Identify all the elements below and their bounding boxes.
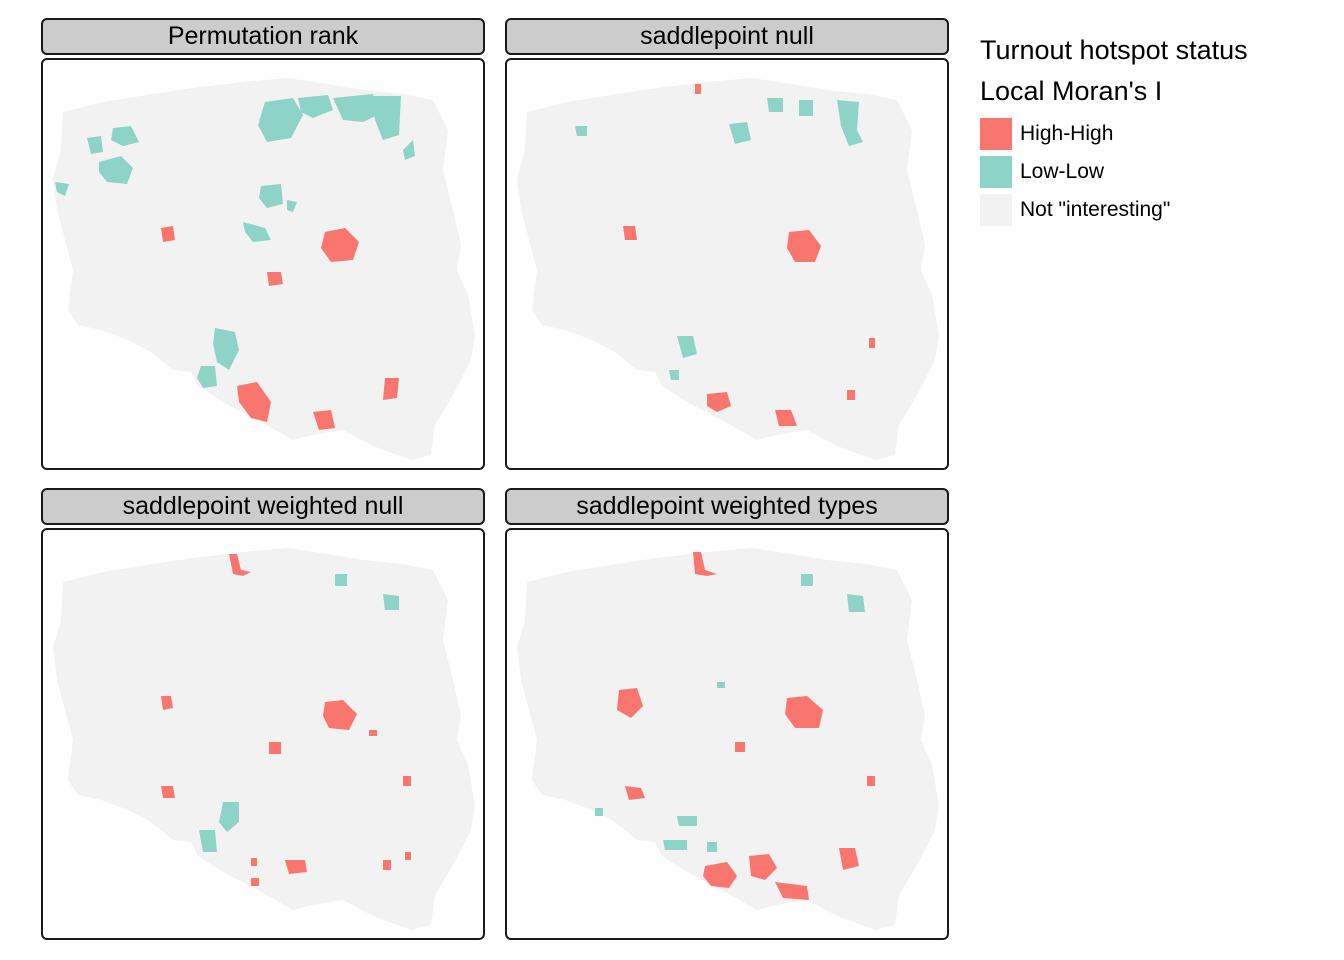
high-high-region bbox=[775, 410, 797, 426]
poland-map bbox=[53, 78, 475, 460]
high-high-region bbox=[707, 392, 731, 412]
legend-key-not-interesting bbox=[980, 194, 1012, 226]
low-low-region bbox=[837, 100, 863, 146]
low-low-region bbox=[199, 830, 217, 852]
high-high-region bbox=[269, 742, 281, 754]
legend: Turnout hotspot status Local Moran's I H… bbox=[980, 34, 1248, 229]
low-low-region bbox=[717, 682, 725, 688]
map-area bbox=[41, 528, 485, 940]
low-low-region bbox=[287, 200, 297, 212]
low-low-region bbox=[333, 94, 378, 122]
high-high-region bbox=[749, 854, 777, 880]
high-high-region bbox=[703, 862, 737, 888]
facet-strip-title: saddlepoint weighted null bbox=[41, 488, 485, 525]
high-high-region bbox=[869, 338, 875, 348]
low-low-region bbox=[575, 126, 587, 136]
facet-strip-title: saddlepoint weighted types bbox=[505, 488, 949, 525]
high-high-region bbox=[405, 852, 411, 860]
low-low-region bbox=[373, 96, 401, 140]
high-high-region bbox=[161, 696, 173, 710]
poland-map bbox=[517, 548, 939, 930]
low-low-region bbox=[243, 222, 271, 242]
poland-outline bbox=[517, 78, 939, 460]
low-low-region bbox=[258, 98, 303, 142]
legend-label: Not "interesting" bbox=[1020, 198, 1171, 221]
high-high-region bbox=[787, 230, 821, 262]
high-high-region bbox=[383, 378, 399, 400]
legend-item-not-interesting: Not "interesting" bbox=[980, 191, 1248, 229]
legend-label: Low-Low bbox=[1020, 160, 1105, 183]
facet-strip-title: Permutation rank bbox=[41, 18, 485, 55]
low-low-region bbox=[677, 816, 697, 826]
high-high-region bbox=[617, 688, 643, 718]
high-high-region bbox=[775, 882, 809, 900]
low-low-region bbox=[663, 840, 687, 850]
high-high-region bbox=[229, 554, 251, 576]
high-high-region bbox=[267, 272, 283, 286]
low-low-region bbox=[847, 594, 865, 612]
facet-panel-saddlepoint-weighted-types: saddlepoint weighted types bbox=[505, 488, 949, 940]
poland-map bbox=[53, 548, 475, 930]
low-low-region bbox=[729, 122, 751, 144]
facet-panel-permutation-rank: Permutation rank bbox=[41, 18, 485, 470]
legend-title: Turnout hotspot status bbox=[980, 35, 1248, 65]
low-low-region bbox=[335, 574, 347, 586]
poland-outline bbox=[53, 78, 475, 460]
map-area bbox=[505, 528, 949, 940]
low-low-region bbox=[87, 136, 103, 154]
high-high-region bbox=[369, 730, 377, 736]
facet-panel-saddlepoint-weighted-null: saddlepoint weighted null bbox=[41, 488, 485, 940]
low-low-region bbox=[111, 126, 139, 146]
high-high-region bbox=[313, 410, 335, 430]
low-low-region bbox=[799, 100, 813, 116]
high-high-region bbox=[839, 848, 859, 870]
legend-label: High-High bbox=[1020, 122, 1114, 145]
map-area bbox=[505, 58, 949, 470]
high-high-region bbox=[251, 858, 257, 866]
low-low-region bbox=[99, 156, 133, 184]
high-high-region bbox=[693, 552, 717, 576]
facet-panel-saddlepoint-null: saddlepoint null bbox=[505, 18, 949, 470]
high-high-region bbox=[785, 696, 823, 728]
low-low-region bbox=[213, 328, 239, 370]
low-low-region bbox=[767, 98, 783, 112]
low-low-region bbox=[197, 366, 217, 388]
legend-item-low-low: Low-Low bbox=[980, 153, 1248, 191]
low-low-region bbox=[801, 574, 813, 586]
high-high-region bbox=[383, 860, 391, 870]
high-high-region bbox=[321, 228, 359, 262]
high-high-region bbox=[847, 390, 855, 400]
low-low-region bbox=[298, 95, 333, 118]
high-high-region bbox=[625, 786, 645, 800]
low-low-region bbox=[259, 184, 283, 208]
high-high-region bbox=[735, 742, 745, 752]
high-high-region bbox=[237, 382, 271, 422]
low-low-region bbox=[403, 140, 415, 160]
low-low-region bbox=[219, 802, 239, 832]
high-high-region bbox=[867, 776, 875, 786]
poland-map bbox=[517, 78, 939, 460]
map-area bbox=[41, 58, 485, 470]
high-high-region bbox=[623, 226, 637, 240]
legend-subtitle: Local Moran's I bbox=[980, 76, 1163, 106]
low-low-region bbox=[707, 842, 717, 852]
high-high-region bbox=[285, 860, 307, 874]
legend-key-low-low bbox=[980, 156, 1012, 188]
high-high-region bbox=[251, 878, 259, 886]
legend-key-high-high bbox=[980, 118, 1012, 150]
poland-outline bbox=[53, 548, 475, 930]
low-low-region bbox=[55, 182, 69, 196]
low-low-region bbox=[595, 808, 603, 816]
high-high-region bbox=[323, 700, 357, 730]
high-high-region bbox=[403, 776, 411, 786]
low-low-region bbox=[383, 594, 399, 610]
poland-outline bbox=[517, 548, 939, 930]
facet-strip-title: saddlepoint null bbox=[505, 18, 949, 55]
legend-item-high-high: High-High bbox=[980, 115, 1248, 153]
low-low-region bbox=[669, 370, 679, 380]
low-low-region bbox=[677, 336, 697, 358]
high-high-region bbox=[161, 786, 175, 798]
high-high-region bbox=[161, 226, 175, 242]
high-high-region bbox=[695, 84, 701, 94]
